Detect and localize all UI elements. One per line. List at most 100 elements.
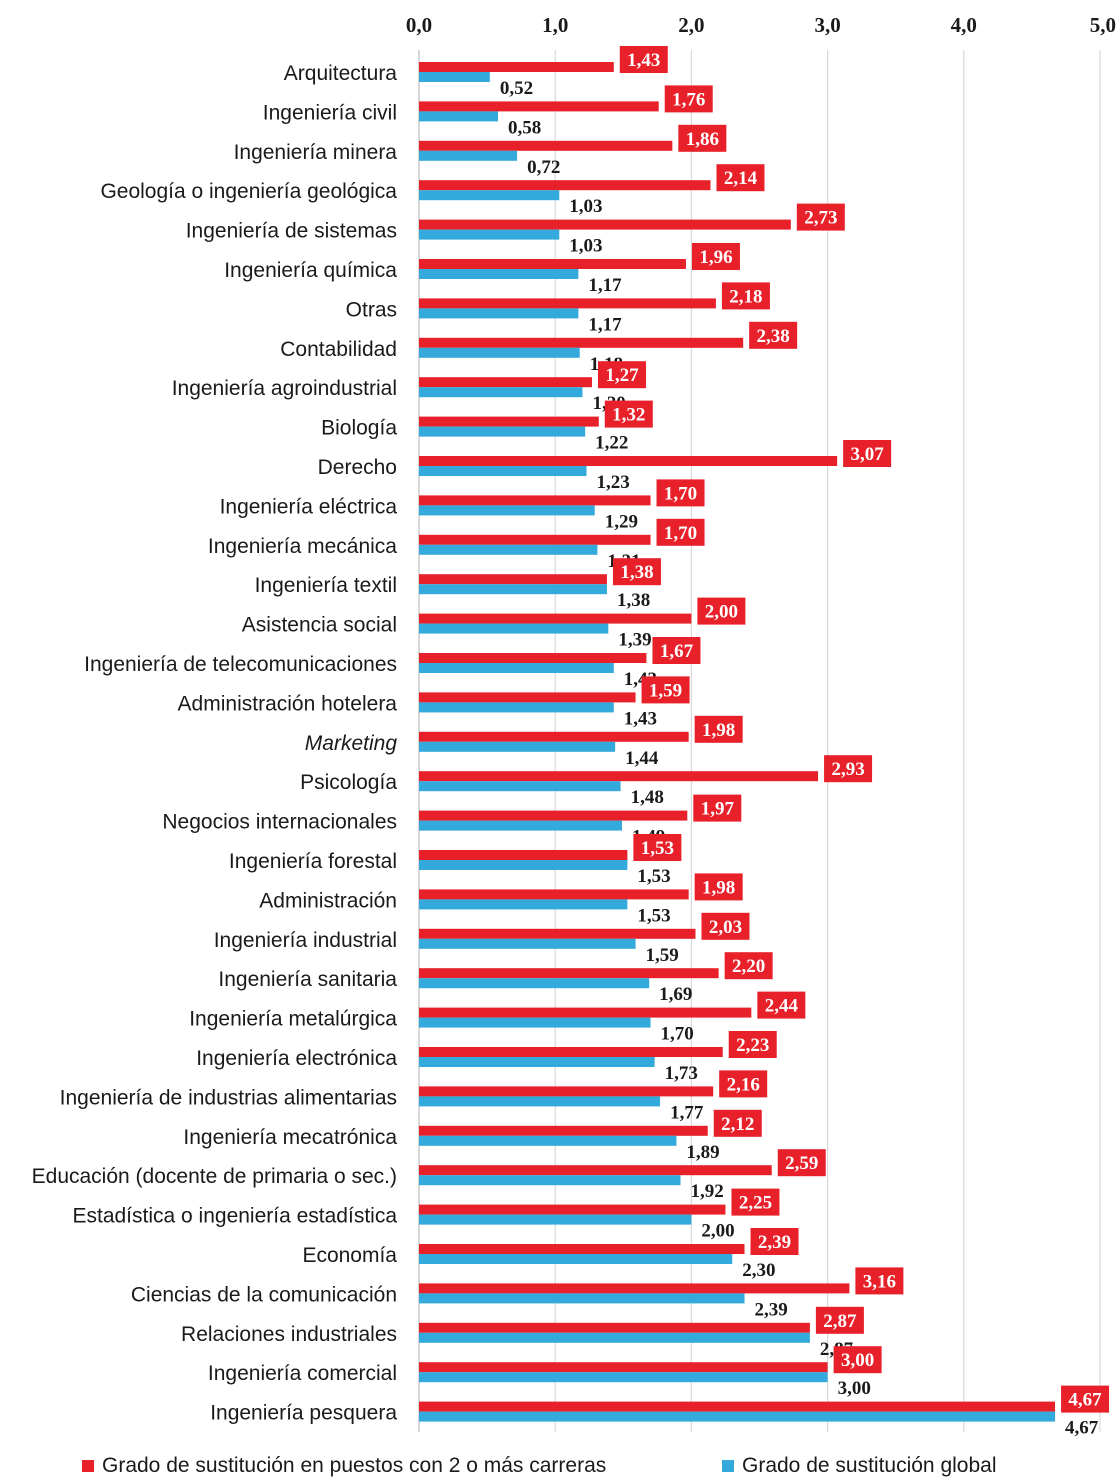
bar-blue [419,1293,745,1304]
data-label-box-red [757,991,806,1019]
bar-blue [419,387,583,398]
data-label-red: 2,14 [724,168,758,189]
data-label-box-red [633,834,682,861]
data-label-box-red [691,243,740,270]
data-label-box-red [716,164,765,192]
bar-blue [419,820,622,831]
data-label-blue: 1,53 [637,905,670,926]
legend-swatch-blue [722,1460,734,1472]
category-label: Psicología [300,771,397,794]
bar-blue [419,190,560,201]
bar-red [419,1283,850,1294]
data-label-box-red [796,203,845,231]
data-label-box-red [619,46,668,73]
bar-blue [419,426,586,437]
category-label: Ingeniería de sistemas [186,220,397,243]
category-label: Ingeniería sanitaria [218,968,397,991]
bar-blue [419,978,650,989]
data-label-box-red [824,755,873,783]
data-label-red: 1,59 [649,680,682,701]
data-label-red: 1,67 [660,641,694,662]
bar-blue [419,72,490,82]
bar-red [419,968,719,979]
data-label-box-red [815,1306,864,1334]
bar-blue [419,1057,655,1067]
bar-red [419,771,819,782]
bar-blue [419,1135,677,1146]
data-label-blue: 1,59 [646,945,679,966]
data-label-red: 2,87 [823,1311,857,1332]
category-label: Otras [346,298,397,321]
category-label: Ciencias de la comunicación [131,1283,397,1306]
bar-red [419,1165,772,1176]
data-label-blue: 1,69 [659,984,692,1005]
category-label: Estadística o ingeniería estadística [72,1205,397,1228]
bar-red [419,337,744,348]
data-label-box-red [721,282,770,310]
bar-red [419,1322,810,1333]
category-label: Ingeniería minera [234,141,398,164]
chart-canvas: 0,0 1,0 2,0 3,0 4,0 5,0 Arquitectura 1,43 0,52 In… [32,13,1116,1439]
bar-blue [419,544,598,555]
data-label-red: 2,25 [739,1193,772,1214]
data-label-box-red [694,715,743,743]
data-label-red: 2,00 [705,602,738,623]
category-label: Ingeniería textil [255,574,397,597]
data-label-red: 1,96 [699,247,732,268]
bar-red [419,653,647,663]
data-label-red: 2,59 [785,1153,818,1174]
legend-label-red: Grado de sustitución en puestos con 2 o … [102,1454,607,1477]
bar-red [419,692,636,703]
bar-red [419,731,689,742]
data-label-blue: 1,53 [637,866,670,887]
bar-blue [419,741,616,752]
category-label: Ingeniería industrial [214,929,397,952]
data-label-red: 2,38 [757,326,790,347]
bar-red [419,534,651,545]
data-label-blue: 1,43 [624,708,657,729]
category-label: Asistencia social [242,614,397,637]
bar-red [419,180,711,191]
category-label: Ingeniería mecatrónica [183,1126,397,1149]
category-label: Biología [321,417,397,440]
data-label-blue: 1,03 [569,236,602,257]
bar-red [419,1362,828,1373]
bar-red [419,377,592,388]
data-label-red: 1,97 [701,799,735,820]
data-label-blue: 1,48 [631,787,664,808]
bar-red [419,416,599,427]
data-label-blue: 1,29 [605,511,638,532]
category-label: Marketing [305,732,398,755]
data-label-box-red [777,1149,826,1177]
bar-red [419,298,716,309]
data-label-box-red [604,400,653,428]
category-label: Derecho [318,456,397,479]
x-tick-label: 0,0 [406,13,432,37]
data-label-red: 3,00 [841,1350,874,1371]
legend-swatch-red [82,1460,94,1472]
category-label: Ingeniería eléctrica [220,495,398,518]
data-label-red: 1,70 [664,483,697,504]
data-label-red: 2,73 [804,208,837,229]
bar-red [419,1204,726,1215]
category-label: Educación (docente de primaria o sec.) [32,1165,397,1188]
legend-item-blue: Grado de sustitución global [722,1454,997,1478]
bar-red [419,574,607,585]
data-label-box-red [750,1228,799,1255]
bar-red [419,219,791,230]
bar-blue [419,1214,692,1225]
data-label-blue: 0,52 [500,78,533,99]
data-label-red: 1,76 [672,89,705,110]
category-label: Ingeniería metalúrgica [189,1008,397,1031]
data-label-red: 1,43 [627,50,660,71]
legend-label-blue: Grado de sustitución global [742,1454,997,1477]
data-label-blue: 1,17 [588,314,622,335]
category-label: Relaciones industriales [181,1323,397,1346]
data-label-red: 1,98 [702,877,735,898]
bar-red [419,889,689,900]
data-label-box-red [697,597,746,625]
data-label-red: 2,16 [727,1074,760,1095]
data-label-red: 2,18 [729,286,762,307]
data-label-box-red [612,558,661,586]
bar-red [419,259,686,269]
